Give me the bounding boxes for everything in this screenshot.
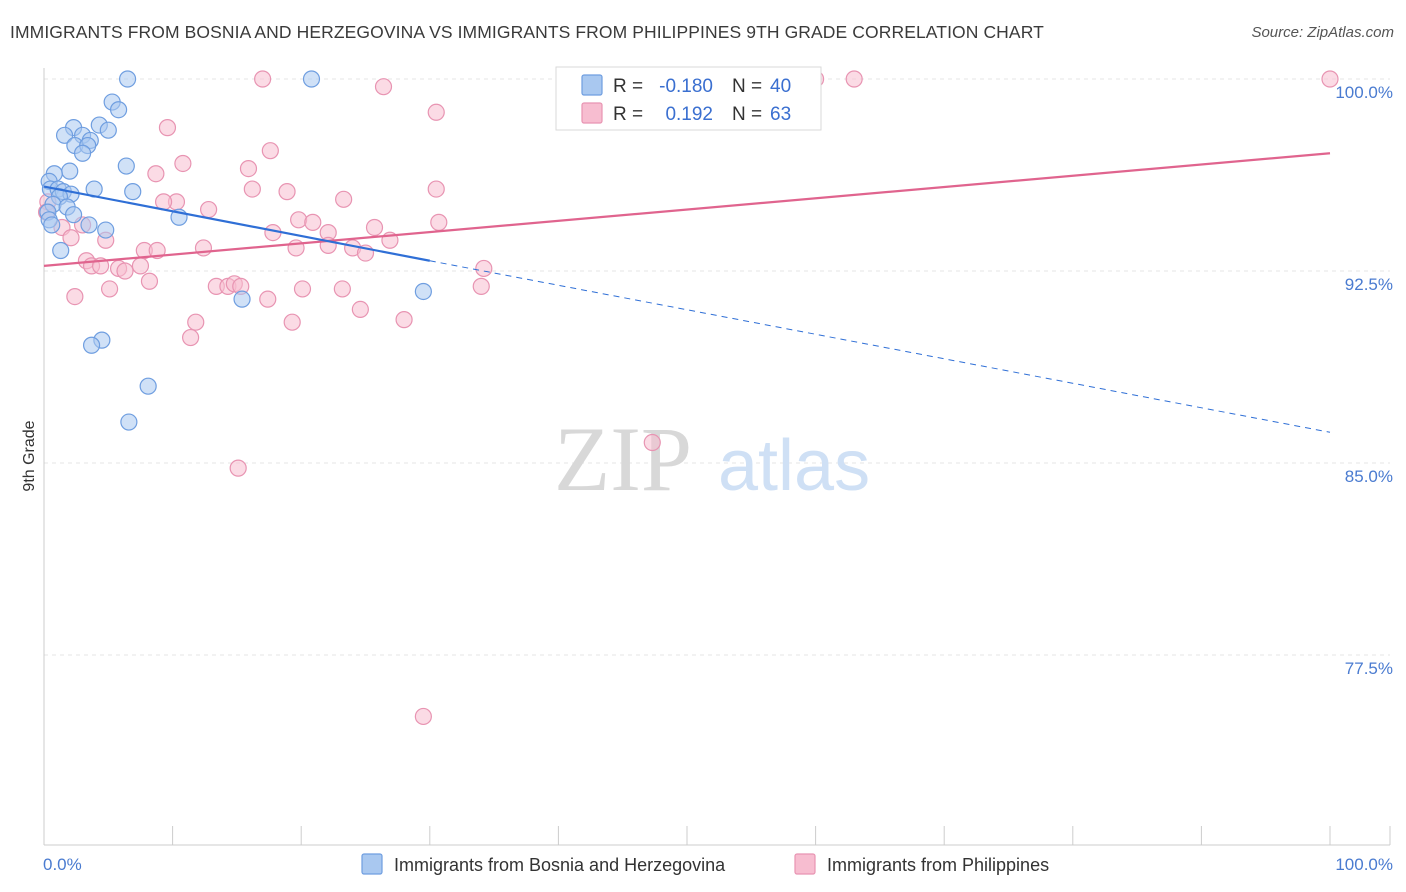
philippines-point-57 <box>187 313 205 331</box>
bosnia-points <box>39 70 432 431</box>
philippines-point-55 <box>259 290 277 308</box>
philippines-point-13 <box>427 180 445 198</box>
y-axis-title: 9th Grade <box>21 420 38 491</box>
philippines-trend-line <box>43 152 1331 267</box>
x-tick-label-end: 100.0% <box>1335 855 1393 874</box>
philippines-point-20 <box>290 211 308 229</box>
philippines-point-32 <box>194 239 213 257</box>
bosnia-point-38 <box>120 413 138 431</box>
watermark-zip: ZIP <box>554 408 692 510</box>
stats-n-label-philippines: N = <box>732 104 762 125</box>
bosnia-point-39 <box>43 216 61 234</box>
philippines-point-56 <box>351 300 369 318</box>
bosnia-point-27 <box>64 206 83 224</box>
bosnia-trend-extension <box>429 260 1331 433</box>
stats-r-value-philippines: 0.192 <box>665 104 713 125</box>
x-tick-labels: 0.0% 100.0% <box>43 855 1393 874</box>
philippines-point-10 <box>239 160 258 178</box>
philippines-point-28 <box>62 229 80 247</box>
philippines-point-22 <box>430 213 448 231</box>
source-credit: Source: ZipAtlas.com <box>1251 24 1394 41</box>
bosnia-point-3 <box>109 101 128 119</box>
philippines-point-50 <box>293 280 312 298</box>
philippines-point-61 <box>643 433 661 452</box>
philippines-point-8 <box>174 154 192 173</box>
watermark: ZIP atlas <box>554 408 870 510</box>
legend-swatch-philippines <box>794 853 816 875</box>
bosnia-point-0 <box>118 70 137 88</box>
philippines-point-58 <box>283 313 301 331</box>
philippines-point-21 <box>304 213 322 231</box>
bosnia-point-33 <box>414 282 432 301</box>
bosnia-point-30 <box>80 216 98 234</box>
philippines-point-52 <box>472 277 490 295</box>
philippines-point-2 <box>845 70 863 88</box>
x-tick-label-start: 0.0% <box>43 855 82 874</box>
philippines-point-59 <box>395 311 413 329</box>
philippines-point-5 <box>427 103 445 121</box>
legend-swatch-bosnia <box>361 853 383 875</box>
trend-lines <box>43 152 1331 433</box>
philippines-point-63 <box>414 707 432 726</box>
philippines-point-51 <box>333 280 351 298</box>
philippines-point-6 <box>158 119 177 137</box>
philippines-point-43 <box>475 259 493 278</box>
bosnia-point-34 <box>233 290 251 308</box>
philippines-point-62 <box>229 459 247 477</box>
bosnia-point-6 <box>99 121 117 139</box>
philippines-point-42 <box>131 257 150 275</box>
legend-label-bosnia: Immigrants from Bosnia and Herzegovina <box>394 855 726 875</box>
bottom-legend: Immigrants from Bosnia and Herzegovina I… <box>361 853 1049 875</box>
philippines-point-12 <box>278 183 296 201</box>
y-tick-label-1: 92.5% <box>1345 275 1393 294</box>
stats-n-value-bosnia: 40 <box>770 76 791 97</box>
bosnia-trend-line <box>43 185 431 262</box>
stats-n-value-philippines: 63 <box>770 104 791 125</box>
chart-title: IMMIGRANTS FROM BOSNIA AND HERZEGOVINA V… <box>10 22 1044 42</box>
x-ticks <box>43 826 1391 845</box>
philippines-point-45 <box>140 272 159 290</box>
stats-r-label-bosnia: R = <box>613 76 643 97</box>
y-tick-labels: 100.0% 92.5% 85.0% 77.5% <box>1335 83 1393 678</box>
y-tick-label-3: 77.5% <box>1345 659 1393 678</box>
legend-label-philippines: Immigrants from Philippines <box>827 855 1049 875</box>
bosnia-point-14 <box>61 162 79 180</box>
y-tick-label-0: 100.0% <box>1335 83 1393 102</box>
stats-r-label-philippines: R = <box>613 104 643 125</box>
philippines-point-3 <box>1321 70 1339 88</box>
philippines-point-60 <box>182 328 200 347</box>
bosnia-point-37 <box>139 377 157 395</box>
bosnia-point-12 <box>73 144 92 162</box>
bosnia-point-32 <box>52 241 70 260</box>
philippines-point-7 <box>261 142 279 160</box>
philippines-point-15 <box>335 190 353 208</box>
stats-swatch-bosnia <box>581 74 603 96</box>
stats-r-value-bosnia: -0.180 <box>659 76 713 97</box>
bosnia-point-31 <box>97 221 115 239</box>
philippines-point-44 <box>116 262 134 280</box>
philippines-point-0 <box>254 70 272 88</box>
philippines-point-9 <box>147 165 165 183</box>
philippines-point-54 <box>66 288 84 306</box>
stats-swatch-philippines <box>581 102 603 124</box>
y-tick-label-2: 85.0% <box>1345 467 1393 486</box>
philippines-point-23 <box>365 218 384 237</box>
bosnia-point-20 <box>124 183 142 201</box>
watermark-atlas: atlas <box>718 426 870 506</box>
bosnia-point-13 <box>117 157 135 175</box>
bosnia-point-1 <box>302 70 321 88</box>
stats-n-label-bosnia: N = <box>732 76 762 97</box>
philippines-point-53 <box>100 280 119 298</box>
philippines-point-17 <box>200 200 218 219</box>
bosnia-point-36 <box>82 336 101 354</box>
philippines-point-4 <box>374 78 393 96</box>
bosnia-point-7 <box>55 126 74 144</box>
stats-box: R = -0.180 N = 40 R = 0.192 N = 63 <box>555 66 822 131</box>
philippines-point-11 <box>243 180 261 198</box>
